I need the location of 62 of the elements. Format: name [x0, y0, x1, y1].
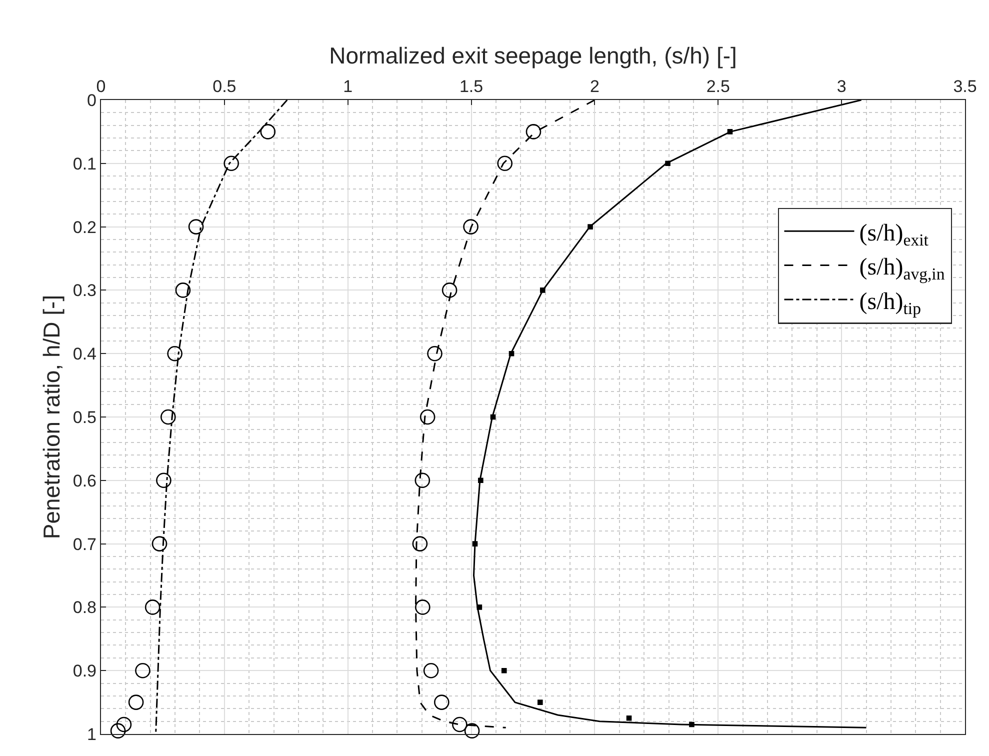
point — [665, 160, 670, 166]
point — [501, 668, 507, 674]
legend-label: (s/h)$_{tip}$ — [859, 288, 921, 318]
x-tick-label: 3 — [836, 77, 846, 96]
point — [478, 478, 484, 484]
point — [497, 156, 513, 172]
y-tick-label: 0.7 — [72, 534, 96, 554]
y-axis-title: Penetration ratio, h/D [-] — [38, 294, 64, 540]
point — [160, 409, 176, 425]
y-tick-label: 0 — [87, 90, 96, 110]
point — [414, 472, 430, 488]
point — [135, 662, 150, 678]
point — [116, 716, 132, 732]
point — [464, 723, 480, 738]
x-tick-label: 1.5 — [459, 77, 484, 96]
point — [526, 124, 542, 140]
legend-label: (s/h)$_{exit}$ — [859, 220, 929, 250]
legend-label: (s/h)$_{avg,in}$ — [859, 254, 946, 284]
point — [434, 694, 450, 710]
y-tick-label: 0.5 — [72, 408, 96, 427]
point — [152, 536, 168, 552]
y-tick-label: 0.2 — [72, 218, 96, 237]
y-tick-label: 0.1 — [72, 154, 96, 174]
point — [224, 156, 239, 172]
point — [188, 219, 204, 234]
point — [175, 282, 191, 298]
point — [689, 722, 694, 728]
x-tick-label: 1 — [343, 77, 353, 96]
point — [144, 600, 160, 615]
point — [538, 700, 543, 705]
point — [412, 536, 428, 552]
y-tick-label: 0.9 — [72, 662, 96, 681]
point — [540, 288, 546, 293]
point — [260, 124, 276, 140]
point — [490, 414, 496, 420]
point — [128, 694, 144, 710]
point — [156, 472, 172, 488]
y-tick-label: 0.8 — [72, 598, 96, 618]
point — [727, 129, 733, 134]
point — [442, 282, 458, 298]
point — [427, 346, 442, 362]
point — [508, 350, 514, 356]
point — [588, 224, 593, 230]
point — [452, 716, 468, 732]
point — [476, 604, 482, 610]
point — [167, 346, 182, 362]
x-tick-label: 2 — [590, 77, 600, 96]
point — [110, 723, 126, 738]
y-tick-label: 1 — [87, 724, 96, 744]
point — [626, 716, 632, 721]
point — [423, 662, 439, 678]
x-tick-label: 0.5 — [212, 77, 236, 96]
y-tick-label: 0.4 — [72, 344, 96, 364]
y-tick-label: 0.6 — [72, 471, 96, 490]
x-axis-title: Normalized exit seepage length, (s/h) [-] — [329, 42, 737, 69]
x-tick-label: 3.5 — [953, 77, 977, 96]
point — [463, 219, 478, 234]
point — [472, 541, 478, 546]
point — [415, 600, 430, 615]
point — [420, 409, 436, 425]
x-tick-label: 2.5 — [706, 77, 730, 96]
y-tick-label: 0.3 — [72, 281, 96, 300]
